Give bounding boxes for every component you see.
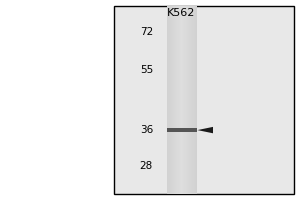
- Bar: [172, 6, 173, 194]
- Bar: [174, 6, 175, 194]
- Bar: [178, 6, 179, 194]
- Bar: [179, 6, 180, 194]
- Bar: [177, 6, 178, 194]
- Text: 55: 55: [140, 65, 153, 75]
- Bar: [184, 6, 185, 194]
- Bar: [183, 6, 184, 194]
- Bar: [187, 6, 188, 194]
- Text: K562: K562: [167, 8, 196, 18]
- Bar: [194, 6, 195, 194]
- Bar: [190, 6, 191, 194]
- Bar: [180, 6, 181, 194]
- Bar: [185, 6, 186, 194]
- Bar: [181, 6, 182, 194]
- Text: 72: 72: [140, 27, 153, 37]
- Bar: [176, 6, 177, 194]
- Bar: [172, 6, 173, 194]
- Bar: [196, 6, 197, 194]
- Bar: [193, 6, 194, 194]
- Bar: [183, 6, 184, 194]
- Bar: [195, 6, 196, 194]
- Bar: [182, 6, 183, 194]
- Bar: [175, 6, 176, 194]
- Bar: [174, 6, 175, 194]
- Bar: [180, 6, 181, 194]
- Bar: [171, 6, 172, 194]
- Bar: [170, 6, 171, 194]
- Bar: [190, 6, 191, 194]
- Bar: [191, 6, 192, 194]
- Text: 36: 36: [140, 125, 153, 135]
- Bar: [168, 6, 169, 194]
- Bar: [186, 6, 187, 194]
- Bar: [186, 6, 187, 194]
- Bar: [181, 6, 182, 194]
- Bar: [169, 6, 170, 194]
- Bar: [178, 6, 179, 194]
- Bar: [192, 6, 193, 194]
- Bar: [171, 6, 172, 194]
- Bar: [169, 6, 170, 194]
- Bar: [189, 6, 190, 194]
- Bar: [167, 128, 197, 132]
- Bar: [175, 6, 176, 194]
- Bar: [187, 6, 188, 194]
- Text: 28: 28: [140, 161, 153, 171]
- Polygon shape: [197, 127, 213, 133]
- Bar: [184, 6, 185, 194]
- Bar: [193, 6, 194, 194]
- Bar: [167, 6, 168, 194]
- Bar: [195, 6, 196, 194]
- Bar: [169, 6, 170, 194]
- Bar: [168, 6, 169, 194]
- Bar: [188, 6, 189, 194]
- Bar: [177, 6, 178, 194]
- Bar: [192, 6, 193, 194]
- Bar: [114, 6, 294, 194]
- Bar: [173, 6, 174, 194]
- Bar: [189, 6, 190, 194]
